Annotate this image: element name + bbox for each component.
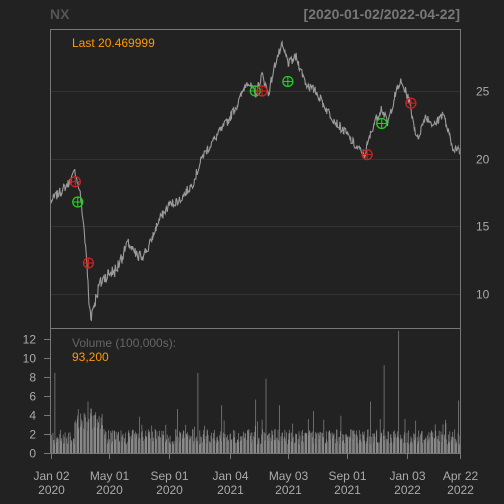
volume-tick-label: 2 — [29, 428, 36, 442]
sell-marker — [82, 257, 95, 269]
price-tick-label: 25 — [476, 85, 490, 99]
volume-y-axis: 0 2 4 6 8 10 12 — [23, 333, 50, 461]
price-panel-frame — [50, 29, 461, 329]
trade-markers — [69, 75, 417, 269]
sell-marker — [256, 85, 268, 97]
x-tick-label: Sep 01 — [328, 469, 366, 483]
x-tick-year-label: 2021 — [217, 483, 244, 497]
chart-date-range: [2020-01-02/2022-04-22] — [304, 6, 460, 22]
volume-title: Volume (100,000s): — [72, 336, 176, 350]
x-tick-label: Apr 22 — [443, 469, 479, 483]
sell-marker — [69, 176, 81, 188]
volume-tick-label: 8 — [29, 371, 36, 385]
buy-marker — [376, 117, 388, 130]
volume-last-value: 93,200 — [72, 350, 109, 364]
buy-marker — [282, 75, 294, 88]
x-tick-label: May 01 — [90, 469, 130, 483]
x-tick-label: Jan 04 — [212, 469, 248, 483]
x-tick-year-label: 2020 — [38, 483, 65, 497]
x-tick-label: Sep 01 — [150, 469, 188, 483]
price-y-axis: 10 15 20 25 — [476, 85, 490, 302]
price-tick-label: 20 — [476, 153, 490, 167]
volume-tick-label: 6 — [29, 390, 36, 404]
x-tick-label: May 03 — [269, 469, 309, 483]
volume-tick-label: 10 — [23, 352, 37, 366]
x-tick-year-label: 2020 — [96, 483, 123, 497]
volume-tick-label: 4 — [29, 409, 36, 423]
price-tick-label: 10 — [476, 288, 490, 302]
x-tick-year-label: 2022 — [447, 483, 474, 497]
x-tick-label: Jan 02 — [33, 469, 69, 483]
x-tick-label: Jan 03 — [389, 469, 425, 483]
volume-series — [50, 330, 461, 453]
volume-tick-label: 12 — [23, 333, 37, 347]
price-tick-label: 15 — [476, 220, 490, 234]
buy-marker — [72, 196, 84, 208]
x-tick-year-label: 2021 — [334, 483, 361, 497]
sell-marker — [405, 97, 417, 109]
x-tick-year-label: 2021 — [275, 483, 302, 497]
last-price-label: Last 20.469999 — [72, 36, 155, 50]
chart-symbol-title: NX — [50, 6, 70, 22]
sell-marker — [361, 148, 373, 161]
x-tick-year-label: 2020 — [156, 483, 183, 497]
x-tick-year-label: 2022 — [394, 483, 421, 497]
volume-tick-label: 0 — [29, 447, 36, 461]
